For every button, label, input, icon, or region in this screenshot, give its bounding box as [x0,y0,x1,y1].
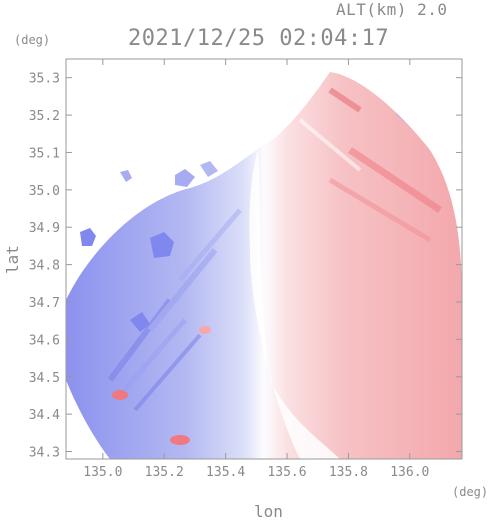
x-axis-label: lon [254,502,283,521]
timestamp-title: 2021/12/25 02:04:17 [128,26,390,51]
x-axis-ticks: 135.0 135.2 135.4 135.6 135.8 136.0 [83,59,429,480]
y-tick-label: 35.0 [29,184,60,199]
x-tick-label: 135.8 [329,465,368,480]
y-tick-label: 34.9 [29,221,60,236]
x-tick-label: 135.2 [145,465,184,480]
altitude-label: ALT(km) 2.0 [336,0,448,19]
x-axis-unit: (deg) [452,485,489,499]
y-tick-label: 35.3 [29,72,60,87]
y-tick-label: 34.5 [29,371,60,386]
x-tick-label: 135.6 [267,465,306,480]
y-tick-label: 34.6 [29,333,60,348]
y-axis-unit: (deg) [14,33,51,47]
plot-frame [65,58,463,460]
y-axis-ticks: 34.3 34.4 34.5 34.6 34.7 34.8 34.9 35.0 35.1 35.2… [29,72,462,461]
x-tick-label: 136.0 [390,465,429,480]
y-tick-label: 34.8 [29,259,60,274]
velocity-field [66,72,462,459]
y-tick-label: 35.1 [29,146,60,161]
y-tick-label: 34.7 [29,296,60,311]
y-tick-label: 34.3 [29,446,60,461]
x-tick-label: 135.4 [206,465,245,480]
y-tick-label: 35.2 [29,109,60,124]
y-tick-label: 34.4 [29,408,60,423]
x-tick-label: 135.0 [83,465,122,480]
